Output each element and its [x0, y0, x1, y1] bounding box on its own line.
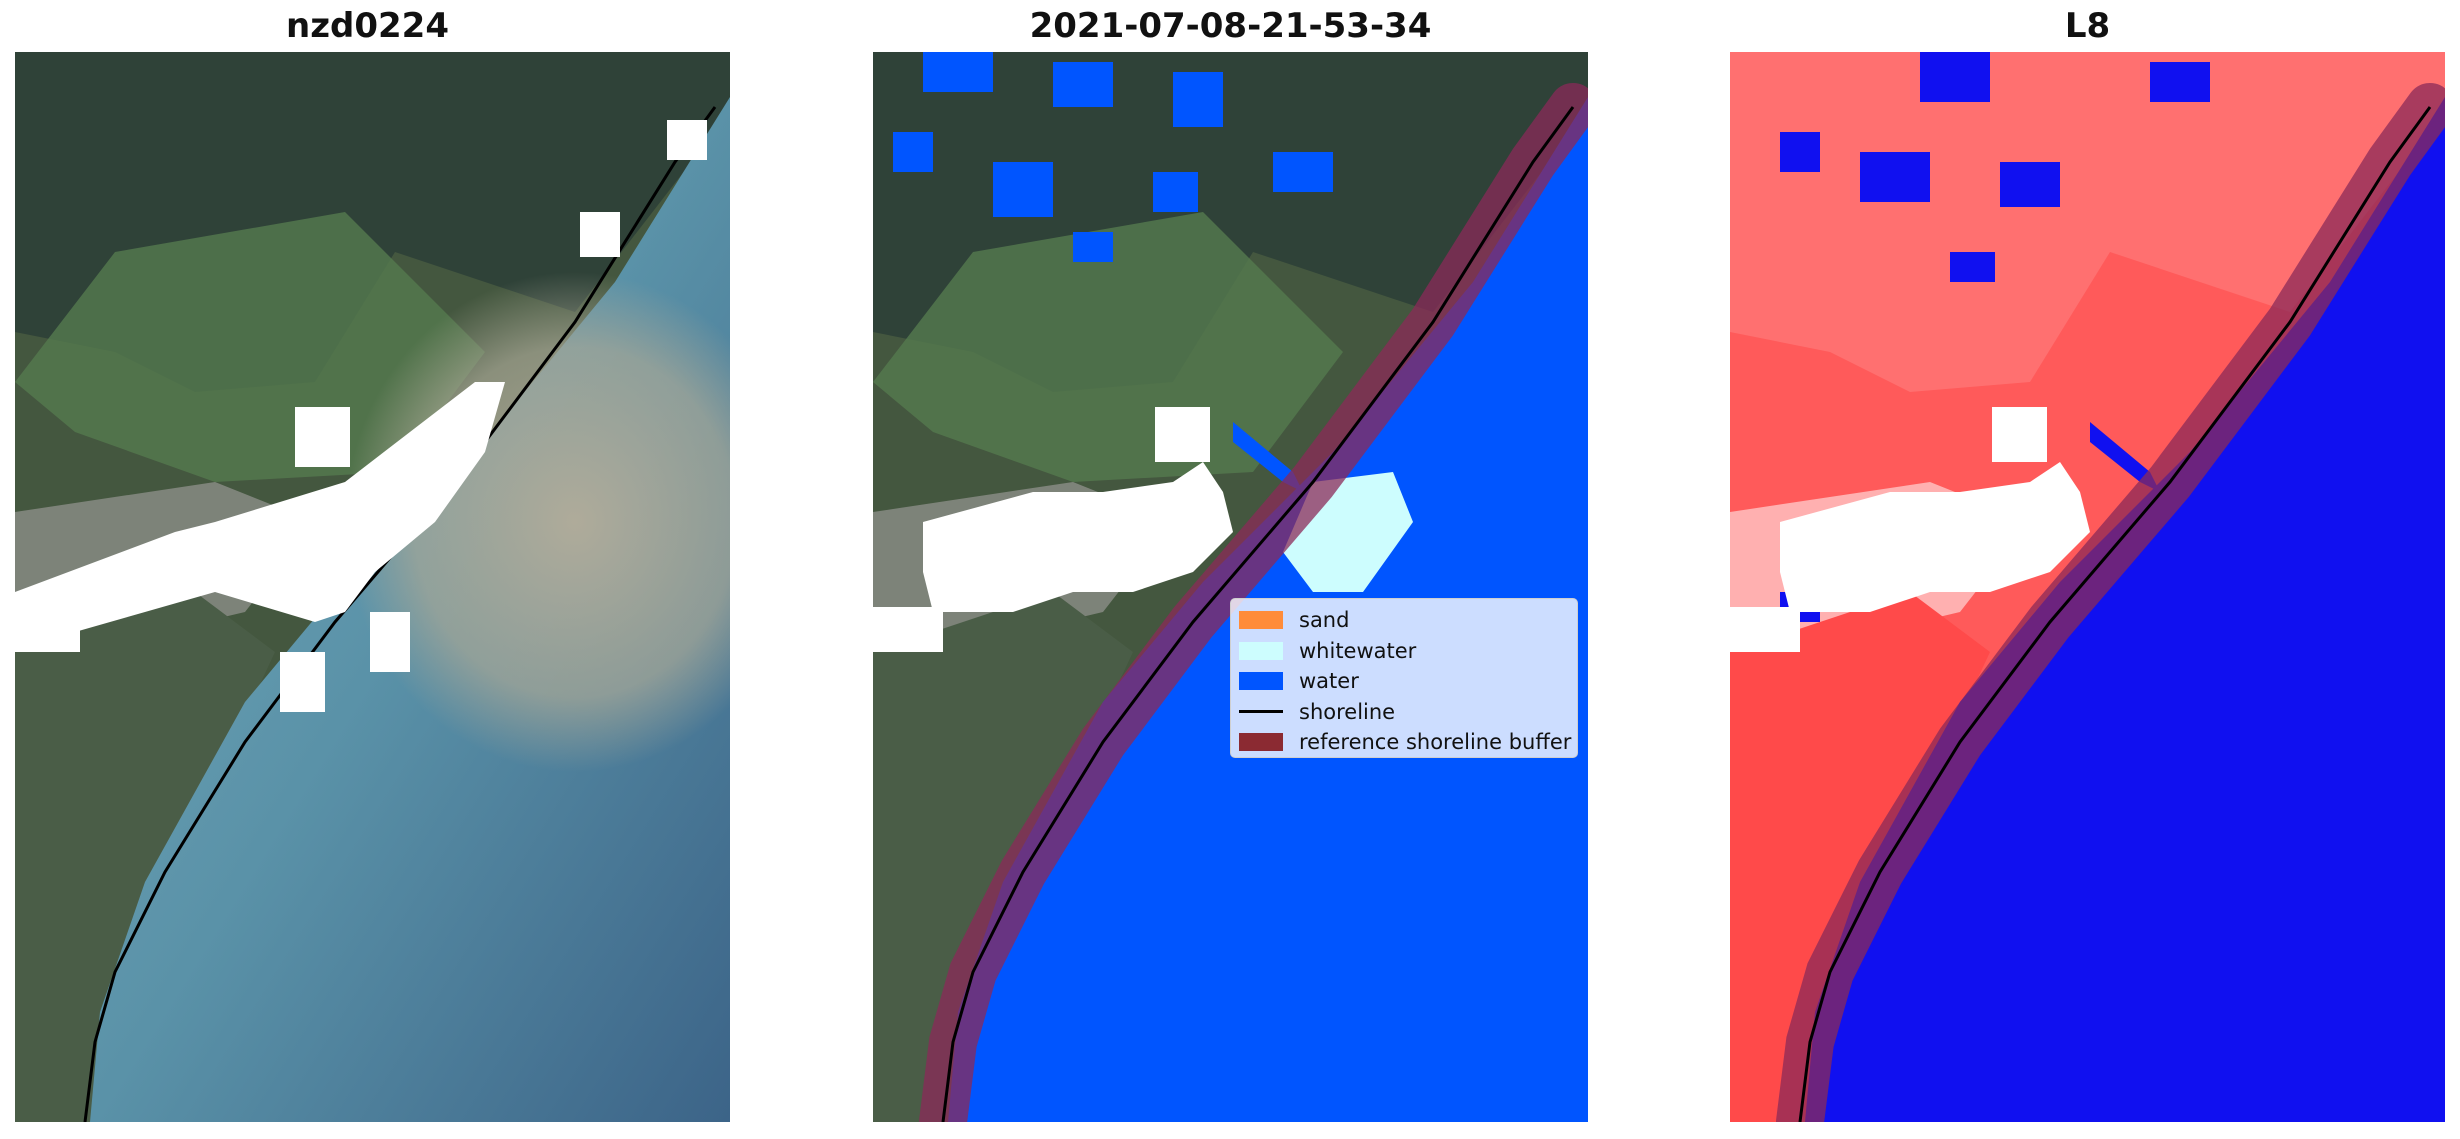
- legend-label: shoreline: [1299, 699, 1396, 724]
- legend-label: sand: [1299, 608, 1350, 633]
- legend-item-shoreline: shoreline: [1239, 697, 1577, 728]
- water-swatch: [1239, 672, 1283, 691]
- whitewater-swatch: [1239, 641, 1283, 660]
- sediment-plume: [345, 272, 730, 772]
- panel-title-index: L8: [2064, 6, 2111, 46]
- buffer-swatch: [1239, 733, 1283, 752]
- index-image: [1730, 52, 2445, 1122]
- cloud-mask: [15, 120, 707, 712]
- shoreline-swatch: [1239, 710, 1283, 714]
- legend-label: whitewater: [1299, 638, 1417, 663]
- legend-label: reference shoreline buffer: [1299, 730, 1572, 755]
- legend-item-reference-buffer: reference shoreline buffer: [1239, 727, 1577, 758]
- legend-item-water: water: [1239, 666, 1577, 697]
- legend-item-whitewater: whitewater: [1239, 636, 1577, 667]
- southern-hills: [15, 592, 275, 1122]
- classification-image: [873, 52, 1588, 1122]
- panel-title-classification: 2021-07-08-21-53-34: [1029, 6, 1432, 46]
- inland-water: [893, 52, 1333, 492]
- sand-swatch: [1239, 611, 1283, 630]
- legend-item-sand: sand: [1239, 605, 1577, 636]
- panel-title-rgb: nzd0224: [286, 6, 449, 46]
- rgb-satellite-image: [15, 52, 730, 1122]
- legend: sand whitewater water shoreline referenc…: [1230, 598, 1578, 758]
- legend-label: water: [1299, 669, 1359, 694]
